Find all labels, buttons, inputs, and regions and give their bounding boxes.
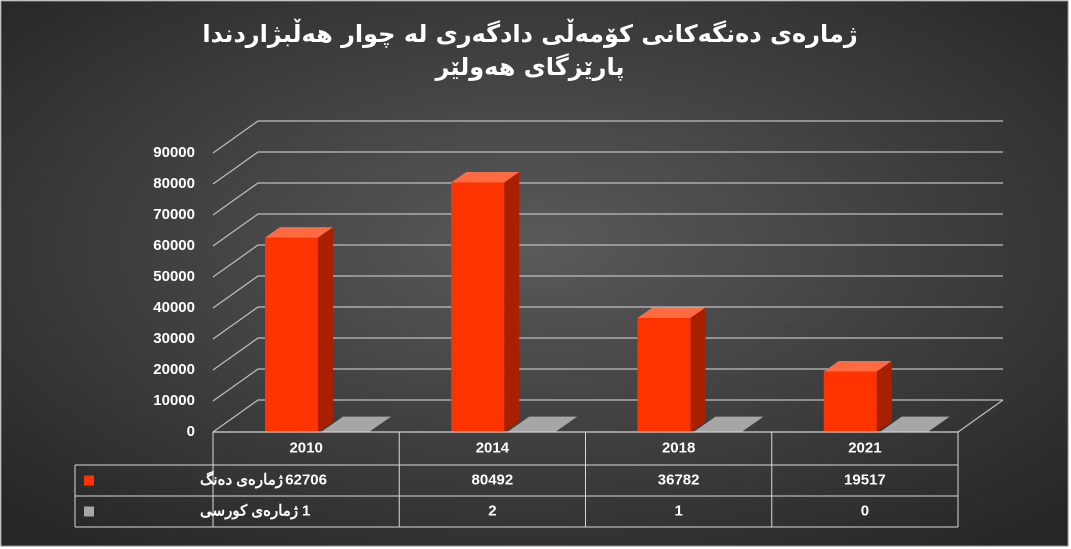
table-value: 2 <box>488 502 496 519</box>
legend-marker <box>84 506 94 517</box>
table-value: 80492 <box>472 471 514 488</box>
grid-line <box>212 182 1003 216</box>
bar <box>265 227 333 432</box>
grid-line <box>212 399 1003 433</box>
y-tick-label: 0 <box>187 423 195 440</box>
table-value: 1 <box>302 502 310 519</box>
grid-line <box>212 244 1003 278</box>
x-tick-label: 2010 <box>289 439 322 456</box>
bar-top <box>451 171 520 183</box>
grid-line <box>212 275 1003 309</box>
legend-marker <box>84 475 94 486</box>
x-tick-label: 2021 <box>848 439 881 456</box>
bar-front <box>451 182 505 432</box>
legend-label: ژمارەی کورسی <box>200 502 298 519</box>
bar-top <box>637 307 706 318</box>
bar <box>451 171 520 432</box>
y-tick-label: 70000 <box>153 206 195 223</box>
y-tick-label: 10000 <box>153 392 195 409</box>
bar-side <box>741 416 764 432</box>
bar-front <box>637 317 691 432</box>
table-value: 62706 <box>285 471 327 488</box>
bar-side <box>690 307 706 432</box>
bar-top <box>693 416 764 432</box>
bar-side <box>318 227 333 432</box>
grid-line <box>212 368 1003 402</box>
bar-top <box>507 416 578 432</box>
bar-top <box>879 416 950 432</box>
bar-side <box>555 416 578 432</box>
table-value: 1 <box>674 502 682 519</box>
grid-line <box>212 151 1003 185</box>
chart-title: ژمارەی دەنگەکانی کۆمەڵی دادگەری لە چوار … <box>202 20 858 81</box>
grid-line <box>212 120 1003 154</box>
grid-line <box>212 306 1003 340</box>
table-value: 19517 <box>844 471 886 488</box>
legend-label: ژمارەی دەنگ <box>200 470 283 488</box>
y-tick-label: 80000 <box>153 175 195 192</box>
x-tick-label: 2014 <box>476 439 510 456</box>
bar-front <box>823 371 877 432</box>
y-tick-label: 50000 <box>153 268 195 285</box>
bar-top <box>265 227 333 238</box>
grid-line <box>212 213 1003 247</box>
table-value: 36782 <box>658 471 700 488</box>
y-tick-label: 40000 <box>153 299 195 316</box>
bar <box>637 307 706 432</box>
grid-line <box>212 337 1003 371</box>
bar-side <box>876 360 892 432</box>
table-value: 0 <box>861 502 869 519</box>
y-tick-label: 90000 <box>153 144 195 161</box>
bar-front <box>265 237 318 432</box>
bar-top <box>321 416 391 432</box>
x-tick-label: 2018 <box>662 439 695 456</box>
bar-side <box>369 416 391 432</box>
seat-bar <box>879 416 950 432</box>
y-tick-label: 30000 <box>153 330 195 347</box>
bar-side <box>504 171 520 432</box>
y-tick-label: 60000 <box>153 237 195 254</box>
y-tick-label: 20000 <box>153 361 195 378</box>
bar-top <box>823 360 892 372</box>
bar <box>823 360 892 432</box>
